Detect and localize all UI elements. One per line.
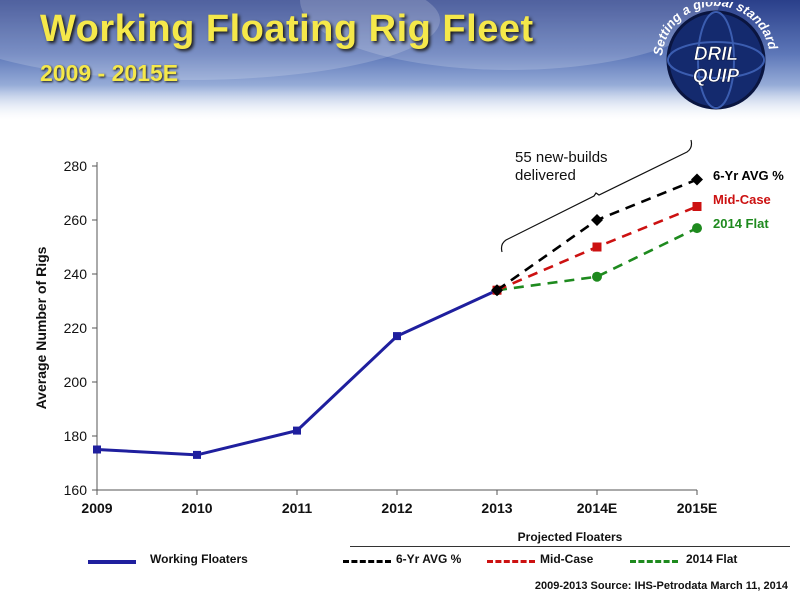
projected-legend-divider — [350, 546, 790, 547]
source-note: 2009-2013 Source: IHS-Petrodata March 11… — [534, 580, 788, 592]
series-end-label: 6-Yr AVG % — [713, 168, 784, 183]
y-axis-label: Average Number of Rigs — [33, 246, 49, 409]
y-tick-label: 240 — [64, 266, 88, 282]
x-tick-label: 2014E — [577, 500, 617, 516]
legend-swatch-avg — [343, 560, 391, 563]
legend-label-avg: 6-Yr AVG % — [396, 552, 462, 566]
y-tick-label: 260 — [64, 212, 88, 228]
y-tick-label: 220 — [64, 320, 88, 336]
banner-fade — [0, 85, 800, 120]
annotation-bracket — [500, 139, 693, 253]
chart-series: 6-Yr AVG % Mid-Case 2014 Flat — [93, 168, 784, 459]
data-point — [692, 202, 702, 211]
chart-axes: 160 180 200 220 240 260 280 2009 2010 2011 2012 201… — [33, 158, 717, 516]
page-title: Working Floating Rig Fleet — [40, 8, 534, 50]
series-end-label: Mid-Case — [713, 192, 771, 207]
y-tick-label: 180 — [64, 428, 88, 444]
globe-meridian — [667, 41, 765, 79]
y-tick-label: 280 — [64, 158, 88, 174]
legend-label-working: Working Floaters — [150, 552, 248, 566]
legend-swatch-flat — [630, 560, 678, 563]
series-end-label: 2014 Flat — [713, 216, 769, 231]
company-logo: Setting a global standard DRIL QUIP — [650, 2, 781, 110]
x-tick-label: 2011 — [282, 500, 313, 516]
legend-label-mid: Mid-Case — [540, 552, 594, 566]
logo-text-top: DRIL — [694, 44, 738, 65]
projected-legend-title: Projected Floaters — [517, 530, 623, 544]
data-point — [592, 271, 602, 282]
globe-meridian — [697, 11, 735, 109]
x-tick-label: 2015E — [677, 500, 717, 516]
data-point — [591, 214, 603, 226]
data-point — [193, 450, 201, 459]
data-point — [692, 223, 702, 234]
x-tick-label: 2010 — [181, 500, 212, 516]
data-point — [592, 242, 602, 252]
legend-label-flat: 2014 Flat — [686, 552, 738, 566]
series-line-3 — [496, 226, 698, 292]
legend-swatch-mid — [487, 560, 535, 563]
annotation-text: 55 new-builds — [515, 149, 608, 166]
data-point — [491, 284, 503, 297]
data-point — [691, 173, 703, 186]
data-point — [393, 332, 401, 341]
annotation-text: delivered — [515, 167, 576, 184]
x-tick-label: 2009 — [81, 500, 112, 516]
logo-text-bottom: QUIP — [693, 66, 740, 87]
y-tick-label: 160 — [64, 482, 88, 498]
data-point — [293, 426, 301, 435]
x-tick-label: 2012 — [381, 500, 412, 516]
y-tick-label: 200 — [64, 374, 88, 390]
x-tick-label: 2013 — [481, 500, 512, 516]
page-subtitle: 2009 - 2015E — [40, 60, 179, 86]
data-point — [93, 445, 101, 454]
legend-swatch-working — [88, 560, 136, 564]
